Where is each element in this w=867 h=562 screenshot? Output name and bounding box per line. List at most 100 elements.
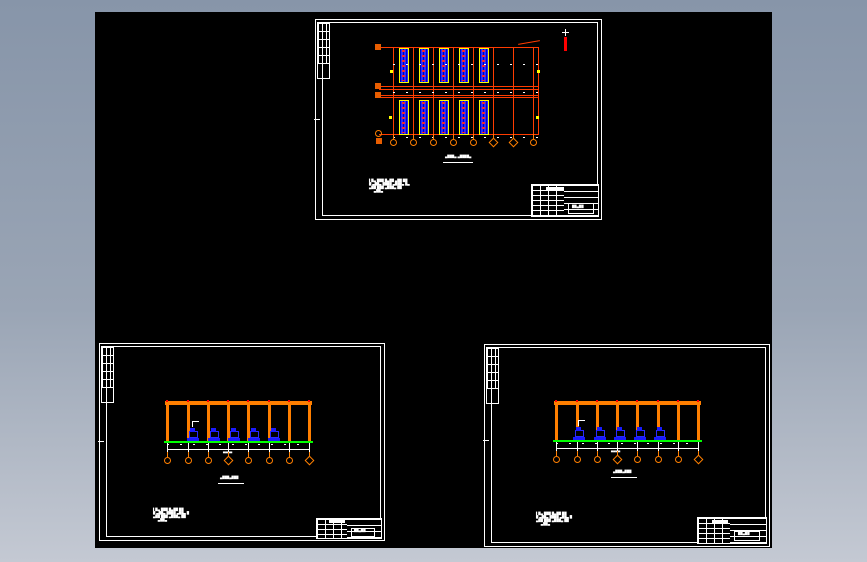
north-arrow-bar [564, 37, 567, 51]
grid-line-v [533, 47, 534, 135]
grid-line-v [433, 47, 434, 135]
axis-square-marker [375, 83, 381, 89]
frame-beam [165, 401, 312, 405]
axis-stem [533, 134, 534, 139]
frame-column [576, 405, 579, 440]
axis-bubble [266, 457, 273, 464]
axis-stem [309, 452, 310, 457]
general-notes: ▌█▄ ███ █▄██ ██ █ ▄██▄ ████ ▄██▄ █ ▄██ █… [153, 508, 190, 522]
dimension-label: ▄▄▄▄ [611, 449, 621, 453]
axis-bubble [205, 457, 212, 464]
axis-stem [577, 451, 578, 456]
dimension-dashes [393, 92, 538, 93]
pump-unit [266, 428, 280, 442]
dimension-dashes [393, 64, 538, 65]
beam-marker [657, 400, 659, 402]
dimension-dashes [556, 443, 698, 444]
frame-column [697, 405, 700, 440]
extension-line [698, 442, 699, 453]
axis-stem [678, 451, 679, 456]
machine-unit [419, 100, 429, 135]
grid-line-h [379, 97, 538, 98]
extension-line [188, 443, 189, 454]
reference-dot [389, 116, 392, 119]
frame-column [247, 405, 250, 441]
reference-dot [536, 116, 539, 119]
axis-bubble [410, 139, 417, 146]
pump-unit [632, 427, 646, 441]
level-symbol [192, 421, 199, 427]
beam-marker [227, 400, 229, 402]
frame-column [166, 405, 169, 441]
machine-unit [419, 48, 429, 83]
beam-marker [576, 400, 578, 402]
extension-line [556, 442, 557, 453]
sheet-inner-border [491, 347, 766, 543]
axis-stem [208, 452, 209, 457]
beam-marker [596, 400, 598, 402]
axis-bubble [164, 457, 171, 464]
frame-column [268, 405, 271, 441]
drawing-number: ██▄██ [354, 529, 366, 533]
border-centerline-tick [314, 119, 320, 120]
frame-column [207, 405, 210, 441]
border-centerline-tick [483, 440, 489, 441]
axis-stem [453, 134, 454, 139]
cad-canvas[interactable]: ▄███▄ ▄████▄ ▌█▄ ███ █▄██ ▄██ ██ █ ▄██▄ … [95, 12, 772, 548]
sheet-plan: ▄███▄ ▄████▄ ▌█▄ ███ █▄██ ▄██ ██ █ ▄██▄ … [314, 19, 602, 220]
sheet-elevation-left: ▄▄▄▄ ▄███▄███ ▌█▄ ███ █▄██ ██ █ ▄██▄ ███… [98, 343, 385, 541]
axis-stem [473, 134, 474, 139]
extension-line [228, 443, 229, 454]
axis-bubble [375, 130, 382, 137]
dimension-label: ▄▄▄▄ [223, 450, 232, 454]
axis-stem [269, 452, 270, 457]
beam-marker [697, 400, 699, 402]
machine-unit [399, 100, 409, 135]
sheet-inner-border [106, 346, 381, 537]
axis-bubble [450, 139, 457, 146]
frame-beam [554, 401, 701, 405]
caption-underline [218, 483, 244, 484]
signature-strip [101, 346, 114, 388]
caption-underline [443, 162, 473, 163]
frame-column [616, 405, 619, 440]
signature-strip [317, 22, 330, 64]
axis-stem [493, 134, 494, 139]
extension-line [678, 442, 679, 453]
extension-line [637, 442, 638, 453]
signature-strip-extension [317, 63, 330, 79]
title-block: ██▄██ [697, 517, 767, 544]
axis-bubble [530, 139, 537, 146]
title-block-grid [317, 519, 347, 538]
axis-stem [393, 134, 394, 139]
machine-unit [439, 100, 449, 135]
axis-stem [413, 134, 414, 139]
extension-line [658, 442, 659, 453]
machine-unit [459, 100, 469, 135]
axis-stem [597, 451, 598, 456]
axis-square-marker [375, 92, 381, 98]
extension-line [577, 442, 578, 453]
axis-stem [556, 451, 557, 456]
axis-bubble [430, 139, 437, 146]
grid-line-h [379, 47, 538, 48]
caption-underline [611, 477, 637, 478]
axis-stem [637, 451, 638, 456]
title-block: ██▄██ [531, 184, 599, 217]
beam-marker [247, 400, 249, 402]
machine-unit [459, 48, 469, 83]
extension-line [248, 443, 249, 454]
extension-line [289, 443, 290, 454]
frame-column [657, 405, 660, 440]
title-block: ██▄██ [316, 518, 382, 539]
extension-line [208, 443, 209, 454]
sheet-inner-border [322, 22, 598, 216]
drawing-caption: ▄███▄███ [613, 470, 632, 474]
pump-unit [612, 427, 626, 441]
pump-unit [226, 428, 240, 442]
grid-line-v [453, 47, 454, 135]
axis-bubble [390, 139, 397, 146]
machine-unit [479, 48, 489, 83]
drawing-number: ██▄██ [572, 205, 584, 209]
